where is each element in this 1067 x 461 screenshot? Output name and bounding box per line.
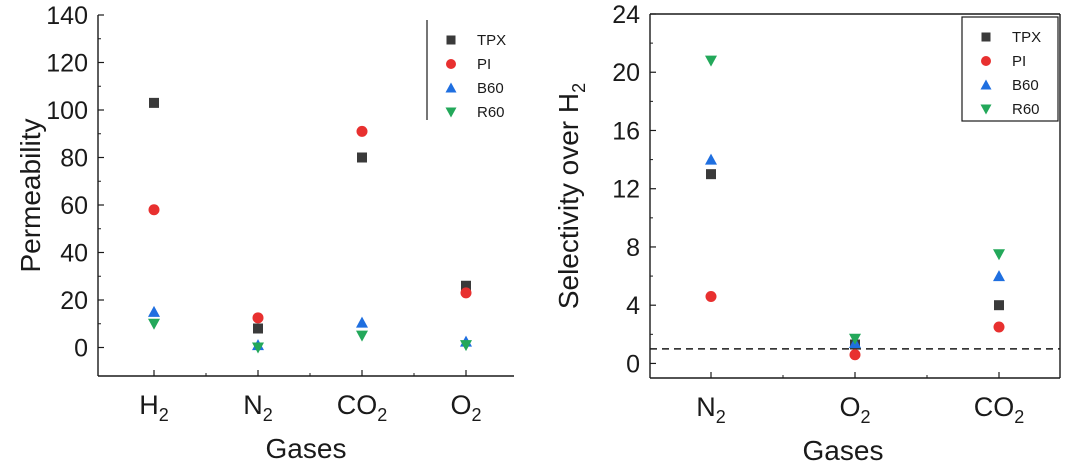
x-category-label-base: CO: [337, 390, 378, 420]
legend-marker-tpx: [981, 32, 991, 42]
x-category-label-base: H: [139, 390, 159, 420]
legend-marker-pi: [981, 56, 991, 66]
y-tick-label: 4: [626, 292, 640, 320]
y-axis-title-group: Permeability: [15, 118, 46, 272]
y-tick-label: 80: [60, 145, 88, 173]
data-point-r60: [252, 342, 264, 354]
data-point-r60: [460, 340, 472, 352]
legend-marker-r60: [445, 107, 457, 118]
y-tick-label: 24: [612, 1, 640, 29]
data-point-tpx: [357, 152, 367, 163]
legend-label-tpx: TPX: [1012, 29, 1041, 46]
x-category-label-sub: 2: [1014, 407, 1024, 427]
x-category-label-sub: 2: [472, 405, 482, 425]
y-axis-title-base: Selectivity over H: [553, 93, 584, 309]
y-tick-label: 0: [626, 350, 640, 378]
x-axis-title: Gases: [266, 433, 347, 461]
legend: TPX PI B60 R60: [961, 16, 1059, 122]
x-category-label-base: N: [696, 392, 716, 422]
legend-label-r60: R60: [477, 104, 505, 121]
data-point-r60: [705, 55, 717, 67]
x-category-label: CO2: [974, 392, 1025, 427]
y-tick-label: 20: [612, 59, 640, 87]
y-axis-title: Selectivity over H2: [553, 83, 589, 309]
data-point-r60: [356, 330, 368, 342]
x-category-label: N2: [696, 392, 726, 427]
legend-label-r60: R60: [1012, 101, 1040, 118]
legend-label-pi: PI: [477, 56, 491, 73]
x-category-label: O2: [839, 392, 870, 427]
legend-label-b60: B60: [477, 80, 504, 97]
y-tick-label: 0: [74, 335, 88, 363]
y-axis-title-sub: 2: [569, 83, 589, 93]
y-tick-label: 16: [612, 117, 640, 145]
y-tick-label: 140: [46, 2, 88, 30]
y-tick-label: 100: [46, 97, 88, 125]
legend-marker-pi: [446, 59, 456, 69]
data-point-pi: [356, 125, 368, 137]
data-point-r60: [849, 333, 861, 345]
x-category-label-sub: 2: [159, 405, 169, 425]
x-category-label: H2: [139, 390, 169, 425]
data-point-pi: [705, 290, 717, 302]
data-point-b60: [993, 270, 1005, 282]
data-point-b60: [356, 316, 368, 328]
legend: TPX PI B60 R60: [426, 20, 506, 121]
x-category-label-base: O: [450, 390, 471, 420]
x-category-label-sub: 2: [263, 405, 273, 425]
data-point-pi: [148, 204, 160, 216]
data-point-tpx: [149, 97, 159, 108]
data-point-pi: [460, 287, 472, 299]
x-category-label-sub: 2: [377, 405, 387, 425]
legend-label-tpx: TPX: [477, 32, 506, 49]
data-point-tpx: [706, 169, 716, 180]
y-axis-title: Permeability: [15, 118, 46, 272]
legend-label-b60: B60: [1012, 77, 1039, 94]
y-tick-label: 8: [626, 234, 640, 262]
y-tick-label: 40: [60, 240, 88, 268]
x-category-label-sub: 2: [716, 407, 726, 427]
data-point-r60: [148, 318, 160, 330]
y-axis-title-group: Selectivity over H2: [553, 83, 589, 309]
legend-marker-tpx: [446, 35, 456, 45]
y-tick-label: 120: [46, 50, 88, 78]
data-point-tpx: [461, 280, 471, 291]
data-point-pi: [252, 312, 264, 324]
legend-box: [961, 16, 1059, 122]
x-category-label-sub: 2: [861, 407, 871, 427]
x-category-label-base: N: [243, 390, 263, 420]
x-category-label: O2: [450, 390, 481, 425]
legend-marker-r60: [980, 104, 992, 115]
x-category-label-base: O: [839, 392, 860, 422]
data-point-tpx: [253, 323, 263, 334]
legend-label-pi: PI: [1012, 53, 1026, 70]
legend-marker-b60: [445, 82, 457, 93]
data-point-b60: [705, 153, 717, 165]
data-point-pi: [993, 321, 1005, 333]
data-point-tpx: [994, 300, 1004, 311]
y-tick-label: 12: [612, 176, 640, 204]
x-category-label: CO2: [337, 390, 388, 425]
data-point-b60: [148, 305, 160, 317]
x-category-label: N2: [243, 390, 273, 425]
x-category-label-base: CO: [974, 392, 1015, 422]
data-point-pi: [849, 349, 861, 361]
data-point-r60: [993, 249, 1005, 261]
legend-marker-b60: [980, 79, 992, 90]
x-axis-title: Gases: [803, 435, 884, 461]
y-tick-label: 20: [60, 287, 88, 315]
y-tick-label: 60: [60, 192, 88, 220]
